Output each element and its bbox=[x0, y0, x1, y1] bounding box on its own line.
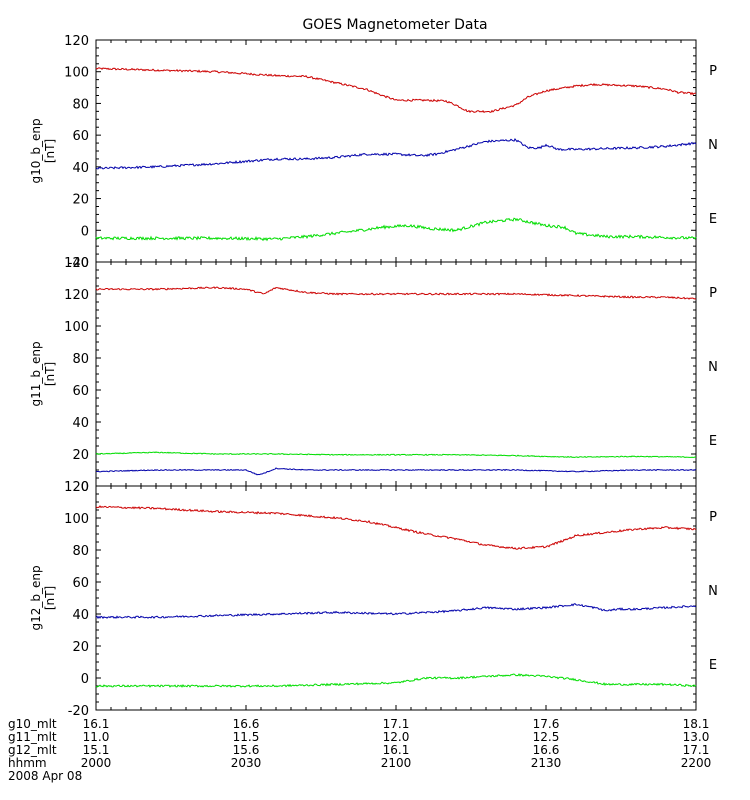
footer-value: 16.6 bbox=[233, 717, 260, 731]
footer-value: 13.0 bbox=[683, 730, 710, 744]
footer-row-label: hhmm bbox=[8, 756, 47, 770]
y-tick-label: 140 bbox=[64, 256, 89, 271]
series-line-p bbox=[95, 286, 697, 300]
footer-value: 2030 bbox=[231, 756, 262, 770]
legend-e: E bbox=[709, 658, 717, 673]
y-tick-label: 60 bbox=[72, 576, 89, 591]
legend-e: E bbox=[709, 434, 717, 449]
y-axis-units: [nT] bbox=[43, 362, 57, 386]
y-axis-label: g11_b_enp bbox=[29, 341, 43, 406]
legend-p: P bbox=[709, 510, 717, 525]
footer-value: 17.6 bbox=[533, 717, 560, 731]
footer-value: 17.1 bbox=[383, 717, 410, 731]
y-axis-units: [nT] bbox=[43, 586, 57, 610]
panel-frame bbox=[95, 261, 697, 487]
y-tick-label: 60 bbox=[72, 384, 89, 399]
footer-value: 16.1 bbox=[383, 743, 410, 757]
y-tick-label: 20 bbox=[72, 640, 89, 655]
footer-value: 15.6 bbox=[233, 743, 260, 757]
footer-value: 16.6 bbox=[533, 743, 560, 757]
footer-value: 2130 bbox=[531, 756, 562, 770]
footer-row-label: g10_mlt bbox=[8, 717, 57, 731]
y-tick-label: 80 bbox=[72, 544, 89, 559]
series-line-p bbox=[95, 67, 697, 114]
y-tick-label: 120 bbox=[64, 288, 89, 303]
y-tick-label: 0 bbox=[81, 224, 89, 239]
y-tick-label: 120 bbox=[64, 34, 89, 49]
y-tick-label: 20 bbox=[72, 193, 89, 208]
y-tick-label: 40 bbox=[72, 416, 89, 431]
footer-value: 11.5 bbox=[233, 730, 260, 744]
footer-value: 18.1 bbox=[683, 717, 710, 731]
legend-e: E bbox=[709, 212, 717, 227]
footer-value: 11.0 bbox=[83, 730, 110, 744]
footer-value: 2200 bbox=[681, 756, 712, 770]
y-tick-label: 100 bbox=[64, 320, 89, 335]
footer-value: 17.1 bbox=[683, 743, 710, 757]
y-tick-label: 80 bbox=[72, 352, 89, 367]
footer-value: 12.5 bbox=[533, 730, 560, 744]
footer-value: 2000 bbox=[81, 756, 112, 770]
footer-value: 12.0 bbox=[383, 730, 410, 744]
panel-1: 120 100 80 60 40 20 0 -20 g10_b_enp [nT] P N E bbox=[29, 34, 718, 271]
legend-n: N bbox=[708, 584, 718, 599]
panel-frame bbox=[95, 485, 697, 711]
y-tick-label: 0 bbox=[81, 480, 89, 495]
series-line-e bbox=[95, 467, 697, 476]
y-tick-label: 100 bbox=[64, 66, 89, 81]
y-tick-label: 0 bbox=[81, 672, 89, 687]
y-tick-label: -20 bbox=[68, 704, 89, 719]
series-line-e bbox=[95, 217, 697, 242]
y-tick-label: 120 bbox=[64, 480, 89, 495]
y-tick-label: 40 bbox=[72, 608, 89, 623]
y-tick-label: 80 bbox=[72, 97, 89, 112]
footer-value: 2100 bbox=[381, 756, 412, 770]
series-line-n bbox=[95, 138, 697, 170]
series-line-n bbox=[95, 451, 697, 459]
y-axis-units: [nT] bbox=[43, 139, 57, 163]
y-tick-label: 20 bbox=[72, 448, 89, 463]
legend-p: P bbox=[709, 64, 717, 79]
legend-n: N bbox=[708, 138, 718, 153]
y-tick-label: 60 bbox=[72, 129, 89, 144]
y-tick-label: 100 bbox=[64, 512, 89, 527]
y-tick-label: 40 bbox=[72, 161, 89, 176]
footer-value: 16.1 bbox=[83, 717, 110, 731]
chart-title: GOES Magnetometer Data bbox=[302, 17, 487, 33]
series-line-n bbox=[95, 603, 697, 620]
y-axis-label: g10_b_enp bbox=[29, 118, 43, 183]
footer-value: 15.1 bbox=[83, 743, 110, 757]
y-axis-label: g12_b_enp bbox=[29, 565, 43, 630]
panel-3: 120 100 80 60 40 20 0 -20 g12_b_enp [nT] P N E bbox=[29, 480, 718, 719]
series-line-p bbox=[95, 505, 697, 550]
footer-row-label: g11_mlt bbox=[8, 730, 57, 744]
panel-2: 140 120 100 80 60 40 20 0 g11_b_enp [nT] P N E bbox=[29, 256, 718, 495]
series-line-e bbox=[95, 673, 697, 688]
panel-frame bbox=[95, 39, 697, 263]
footer-date: 2008 Apr 08 bbox=[8, 769, 82, 783]
legend-p: P bbox=[709, 286, 717, 301]
legend-n: N bbox=[708, 360, 718, 375]
footer-row-label: g12_mlt bbox=[8, 743, 57, 757]
y-tick-label: -20 bbox=[68, 256, 89, 271]
mlt-footer: g10_mltg11_mltg12_mlthhmm16.111.015.1200… bbox=[8, 717, 711, 783]
